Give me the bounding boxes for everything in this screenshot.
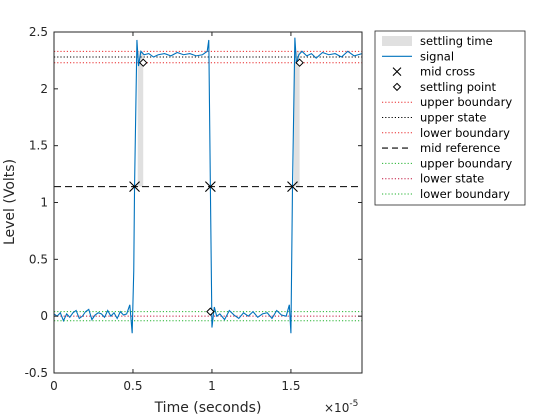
legend-swatch-2 bbox=[392, 67, 402, 76]
legend-label-2: mid cross bbox=[420, 65, 475, 79]
settling-region-1 bbox=[294, 51, 300, 187]
settling-point-marker-0 bbox=[139, 58, 148, 67]
ticks-layer: 0 0.5 1 1.5-0.500.511.522.5 bbox=[25, 25, 362, 393]
x-exponent-label: ×10-5 bbox=[324, 399, 358, 415]
x-tick-label-2: 1 bbox=[208, 379, 216, 393]
settling-region-0 bbox=[137, 51, 144, 187]
legend-label-8: upper boundary bbox=[420, 156, 512, 170]
x-exponent-base: ×10 bbox=[324, 401, 349, 415]
legend-label-6: lower boundary bbox=[420, 126, 510, 140]
plot-layer bbox=[53, 37, 363, 334]
legend-label-7: mid reference bbox=[420, 141, 500, 155]
y-tick-label-2: 0.5 bbox=[29, 252, 48, 266]
y-tick-label-6: 2.5 bbox=[29, 25, 48, 39]
x-tick-label-1: 0.5 bbox=[123, 379, 142, 393]
legend-label-5: upper state bbox=[420, 111, 486, 125]
legend-label-9: lower state bbox=[420, 172, 484, 186]
legend-box bbox=[374, 30, 526, 206]
mid-cross-marker-2 bbox=[287, 181, 298, 192]
legend-swatch-0 bbox=[382, 36, 412, 46]
legend-swatch-3 bbox=[392, 82, 402, 92]
y-tick-label-5: 2 bbox=[40, 82, 48, 96]
y-tick-label-3: 1 bbox=[40, 196, 48, 210]
y-tick-label-4: 1.5 bbox=[29, 139, 48, 153]
legend-label-4: upper boundary bbox=[420, 95, 512, 109]
legend-label-0: settling time bbox=[420, 34, 493, 48]
mid-cross-marker-0 bbox=[129, 181, 140, 192]
legend-label-10: lower boundary bbox=[420, 187, 510, 201]
x-tick-label-3: 1.5 bbox=[281, 379, 300, 393]
mid-cross-marker-1 bbox=[204, 181, 216, 192]
legend-label-1: signal bbox=[420, 49, 454, 63]
x-exponent-power: -5 bbox=[349, 399, 358, 409]
y-axis-label: Level (Volts) bbox=[2, 159, 18, 245]
x-tick-label-0: 0 bbox=[50, 379, 58, 393]
legend-label-3: settling point bbox=[420, 80, 497, 94]
x-axis-label: Time (seconds) bbox=[154, 400, 262, 416]
y-tick-label-0: -0.5 bbox=[25, 366, 48, 380]
settling-point-marker-2 bbox=[295, 58, 304, 67]
settling-point-marker-1 bbox=[206, 307, 215, 316]
y-tick-label-1: 0 bbox=[40, 309, 48, 323]
signal-line-0 bbox=[53, 37, 363, 334]
